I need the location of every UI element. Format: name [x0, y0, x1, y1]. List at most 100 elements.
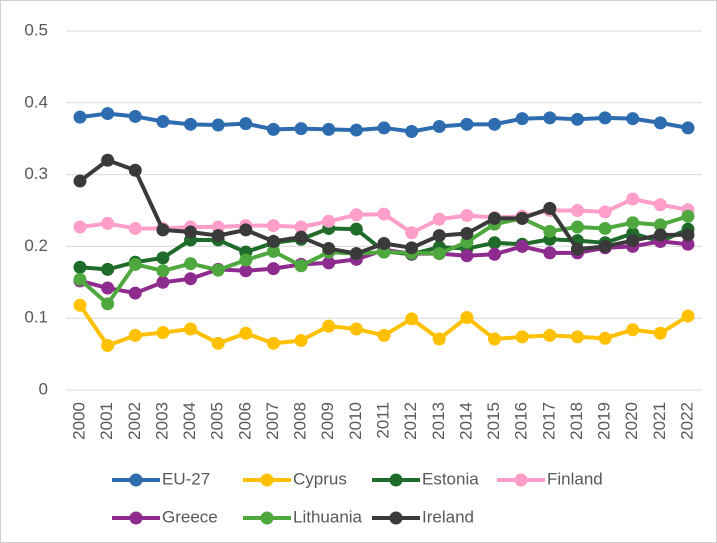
data-point — [626, 216, 640, 230]
data-point — [405, 312, 419, 326]
data-point — [266, 234, 280, 248]
data-point — [432, 332, 446, 346]
data-point — [156, 326, 170, 340]
data-point — [101, 338, 115, 352]
data-point — [488, 247, 502, 261]
y-tick-label: 0.3 — [24, 164, 48, 183]
data-point — [460, 209, 474, 223]
data-point — [128, 163, 142, 177]
data-point — [156, 114, 170, 128]
legend-marker — [260, 511, 274, 525]
data-point — [156, 251, 170, 265]
data-point — [101, 281, 115, 295]
data-point — [432, 229, 446, 243]
data-point — [294, 122, 308, 136]
data-point — [515, 112, 529, 126]
data-point — [211, 229, 225, 243]
data-point — [128, 257, 142, 271]
data-point — [543, 328, 557, 342]
data-point — [73, 220, 87, 234]
data-point — [653, 116, 667, 130]
x-tick-label: 2022 — [677, 402, 696, 440]
legend-label: Cyprus — [293, 469, 347, 488]
data-point — [266, 336, 280, 350]
x-tick-label: 2006 — [235, 402, 254, 440]
data-point — [294, 333, 308, 347]
data-point — [460, 226, 474, 240]
data-point — [681, 121, 695, 135]
data-point — [405, 241, 419, 255]
data-point — [515, 239, 529, 253]
data-point — [681, 309, 695, 323]
data-point — [432, 119, 446, 133]
data-point — [488, 211, 502, 225]
x-tick-label: 2011 — [373, 402, 392, 439]
data-point — [101, 153, 115, 167]
data-point — [626, 323, 640, 337]
data-point — [128, 286, 142, 300]
y-tick-label: 0.2 — [24, 236, 48, 255]
data-point — [322, 256, 336, 270]
data-point — [294, 230, 308, 244]
data-point — [570, 220, 584, 234]
legend-label: Ireland — [422, 507, 474, 526]
data-point — [128, 328, 142, 342]
data-point — [266, 262, 280, 276]
x-tick-label: 2014 — [456, 402, 475, 440]
data-point — [570, 112, 584, 126]
legend-label: Estonia — [422, 469, 479, 488]
x-tick-label: 2000 — [69, 402, 88, 440]
data-point — [73, 272, 87, 286]
data-point — [543, 111, 557, 125]
legend-label: EU-27 — [162, 469, 210, 488]
x-tick-label: 2002 — [125, 402, 144, 440]
data-point — [322, 319, 336, 333]
data-point — [239, 223, 253, 237]
legend-marker — [260, 473, 274, 487]
data-point — [598, 205, 612, 219]
y-tick-label: 0.5 — [24, 20, 48, 39]
data-point — [239, 117, 253, 131]
data-point — [211, 263, 225, 277]
data-point — [156, 223, 170, 237]
data-point — [460, 117, 474, 131]
x-tick-label: 2019 — [595, 402, 614, 440]
data-point — [101, 297, 115, 311]
x-tick-label: 2003 — [152, 402, 171, 440]
data-point — [681, 237, 695, 251]
x-tick-label: 2012 — [401, 402, 420, 440]
data-point — [570, 204, 584, 217]
data-point — [266, 244, 280, 258]
data-point — [460, 249, 474, 263]
data-point — [73, 260, 87, 274]
x-tick-label: 2015 — [484, 402, 503, 440]
data-point — [349, 123, 363, 137]
data-point — [184, 117, 198, 131]
data-point — [377, 328, 391, 342]
data-point — [653, 228, 667, 242]
data-point — [488, 332, 502, 346]
legend-marker — [389, 473, 403, 487]
data-point — [626, 192, 640, 206]
x-tick-label: 2004 — [180, 402, 199, 440]
x-tick-label: 2013 — [429, 402, 448, 440]
data-point — [294, 220, 308, 234]
data-point — [73, 174, 87, 188]
y-tick-label: 0.4 — [24, 92, 48, 111]
data-point — [184, 225, 198, 239]
data-point — [377, 121, 391, 135]
data-point — [239, 326, 253, 340]
legend-label: Finland — [547, 469, 603, 488]
data-point — [432, 212, 446, 226]
legend-label: Lithuania — [293, 507, 363, 526]
data-point — [570, 242, 584, 256]
data-point — [211, 118, 225, 132]
data-point — [349, 222, 363, 236]
data-point — [598, 111, 612, 125]
data-point — [460, 310, 474, 324]
data-point — [239, 264, 253, 278]
x-tick-label: 2018 — [567, 402, 586, 440]
x-tick-label: 2008 — [291, 402, 310, 440]
data-point — [128, 221, 142, 235]
